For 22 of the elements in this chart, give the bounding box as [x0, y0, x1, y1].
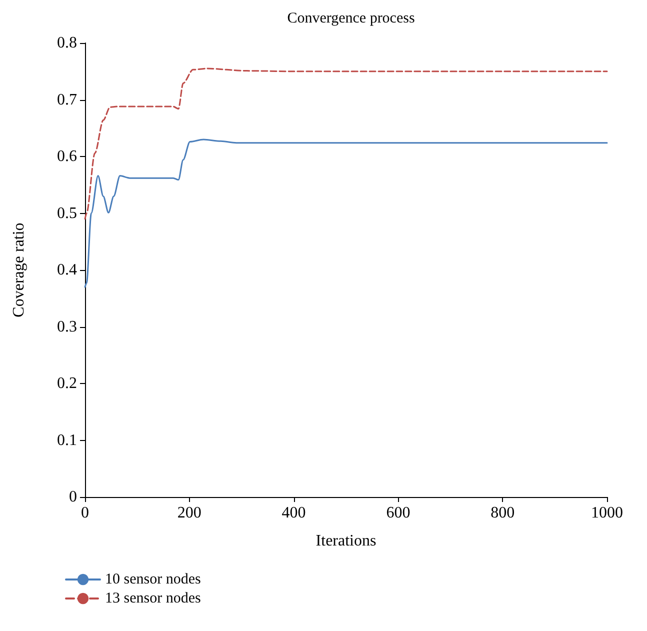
x-tick-label: 400 [282, 504, 306, 522]
line-series [84, 138, 608, 288]
x-tick-label: 600 [386, 504, 410, 522]
y-tick-label: 0.6 [57, 148, 77, 165]
y-tick-label: 0.8 [57, 34, 77, 52]
legend-label: 13 sensor nodes [105, 590, 201, 606]
legend-label: 10 sensor nodes [105, 572, 201, 588]
chart-title: Convergence process [287, 10, 415, 26]
x-axis-title: Iterations [316, 532, 376, 550]
line-series [84, 68, 608, 220]
x-tick-label: 1000 [591, 504, 623, 522]
y-tick-label: 0.3 [57, 318, 77, 336]
y-tick-label: 0.1 [57, 432, 77, 449]
y-tick-label: 0.5 [57, 204, 77, 222]
y-tick-label: 0 [69, 488, 77, 506]
x-tick-label: 0 [81, 504, 89, 522]
y-tick-label: 0.7 [57, 91, 77, 108]
x-tick-label: 800 [490, 504, 515, 522]
y-axis-title: Coverage ratio [10, 222, 28, 318]
x-tick-label: 200 [177, 504, 202, 522]
y-tick-label: 0.2 [57, 375, 77, 392]
y-tick-label: 0.4 [57, 262, 77, 278]
